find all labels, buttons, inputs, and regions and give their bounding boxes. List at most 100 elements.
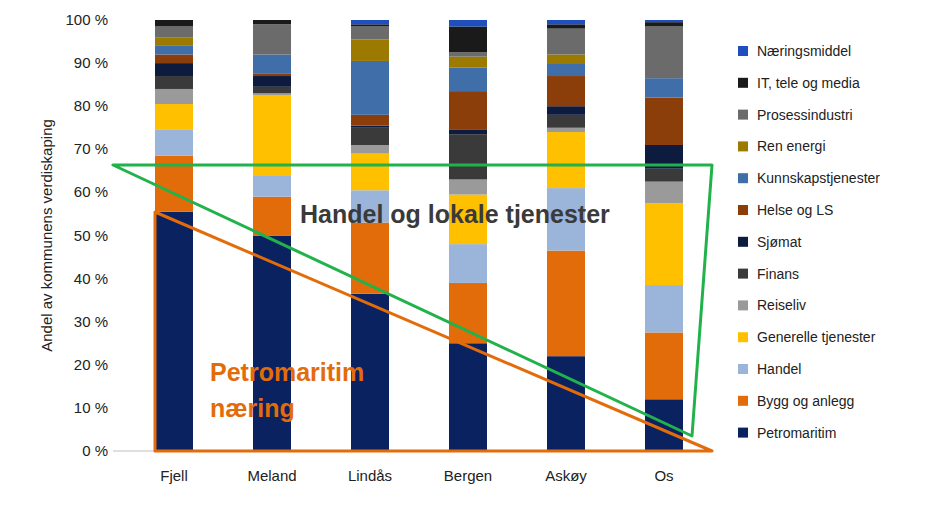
y-tick-label: 80 % [74,97,108,114]
y-tick-label: 20 % [74,356,108,373]
y-tick [110,407,113,408]
bar-segment [253,95,291,175]
bar-segment [155,46,193,55]
x-tick-label: Bergen [444,467,492,484]
bar-segment [547,115,585,128]
legend-swatch [738,173,748,183]
bar-segment [547,24,585,28]
bar-segment [351,115,389,126]
annotation-triangle [155,212,712,451]
y-tick [110,278,113,279]
bar-segment [449,52,487,56]
x-tick-label: Askøy [545,467,587,484]
bar-segment [547,63,585,76]
bar-segment [449,134,487,179]
bar-segment [155,26,193,37]
legend-swatch [738,332,748,342]
bar-segment [449,67,487,91]
bar-segment [351,61,389,115]
legend-label: Prosessindustri [757,107,853,123]
bar-segment [351,223,389,294]
legend-label: Generelle tjenester [757,329,876,345]
y-tick-label: 60 % [74,183,108,200]
bar-segment [155,212,193,451]
bar-segment [351,126,389,128]
y-tick-label: 100 % [65,11,108,28]
bar-segment [253,87,291,93]
bar-segment [253,24,291,54]
bar-segment [449,57,487,68]
bar-segment [547,29,585,55]
y-axis-label: Andel av kommunens verdiskaping [38,119,55,352]
bar-segment [449,26,487,52]
legend-label: IT, tele og media [757,75,860,91]
bar-segment [155,104,193,130]
bar-segment [155,20,193,26]
bar-segment [645,26,683,78]
bar-segment [253,93,291,95]
x-tick-label: Lindås [348,467,392,484]
bar-segment [645,20,683,22]
legend-label: Næringsmiddel [757,43,851,59]
y-tick-label: 0 % [82,442,108,459]
bar-segment [253,197,291,236]
bar-segment [645,22,683,26]
bar-segment [155,76,193,89]
bar-segment [253,20,291,21]
bar-segment [449,91,487,130]
legend-label: Helse og LS [757,202,833,218]
bar-segment [449,283,487,343]
legend-swatch [738,46,748,56]
legend-swatch [738,110,748,120]
bar-segment [645,182,683,204]
bar-segment [351,26,389,39]
y-tick-label: 10 % [74,399,108,416]
legend-label: Reiseliv [757,297,806,313]
bar-segment [645,78,683,97]
legend-label: Kunnskapstjenester [757,170,880,186]
y-tick-label: 30 % [74,313,108,330]
bar-segment [547,251,585,357]
bar-segment [645,98,683,145]
bar-segment [645,332,683,399]
bar-segment [155,20,193,21]
bar-segment [547,128,585,132]
bar-segment [547,76,585,106]
legend-label: Handel [757,361,801,377]
legend-swatch [738,141,748,151]
annotation: Petromaritimnæring [210,358,364,422]
bar-segment [547,54,585,63]
bar-segment [253,76,291,87]
bar-segment [351,145,389,154]
bar-segment [645,169,683,182]
bar-segment [351,24,389,26]
bar-segment [351,154,389,191]
bars [155,20,683,451]
bar-segment [547,20,585,24]
bar-segment [449,130,487,134]
bar-segment [253,74,291,76]
y-tick [110,192,113,193]
bar-segment [449,343,487,451]
bar-segment [155,63,193,76]
legend-label: Bygg og anlegg [757,393,854,409]
bar-segment [351,128,389,145]
legend-label: Ren energi [757,138,826,154]
bar-segment [155,37,193,46]
annotation-line: Petromaritim [210,358,364,386]
legend-swatch [738,396,748,406]
x-tick-label: Os [654,467,673,484]
bar-segment [253,175,291,197]
y-tick-label: 50 % [74,227,108,244]
bar-segment [253,54,291,73]
bar-segment [645,203,683,285]
y-tick [110,364,113,365]
legend-swatch [738,269,748,279]
legend-swatch [738,205,748,215]
y-tick [110,235,113,236]
bar-segment [155,130,193,156]
bar-segment [449,244,487,283]
annotation-triangle [113,165,712,436]
y-tick [110,106,113,107]
legend-swatch [738,364,748,374]
